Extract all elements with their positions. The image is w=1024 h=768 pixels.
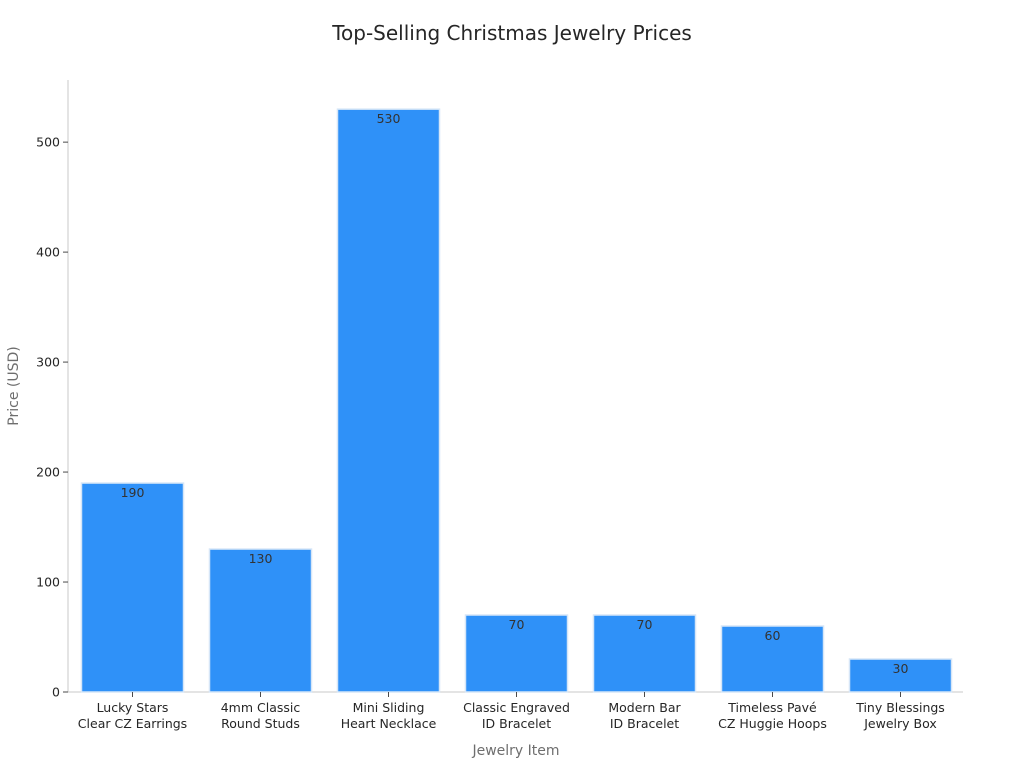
data-label: 30: [893, 661, 909, 676]
x-tick-label-line: 4mm Classic: [221, 700, 301, 715]
x-tick-label: Timeless Pavé CZ Huggie Hoops: [718, 700, 827, 731]
x-tick-label-line: Round Studs: [221, 716, 300, 731]
x-tick-label-line: Modern Bar: [608, 700, 681, 715]
bar: [720, 625, 825, 693]
x-tick-label: Lucky Stars Clear CZ Earrings: [78, 700, 187, 731]
y-tick-label: 0: [52, 685, 60, 700]
x-tick-label-line: Classic Engraved: [463, 700, 570, 715]
bar: [336, 108, 441, 693]
x-tick-label-line: Jewelry Box: [863, 716, 937, 731]
data-label: 130: [249, 551, 273, 566]
plot-area: 0 100 200 300 400 500 190 Lucky Stars Clear CZ E…: [36, 80, 963, 731]
x-tick-label-line: CZ Huggie Hoops: [718, 716, 827, 731]
y-tick-label: 400: [36, 245, 60, 260]
chart-title: Top-Selling Christmas Jewelry Prices: [331, 21, 692, 45]
x-axis-title: Jewelry Item: [471, 743, 559, 759]
x-tick-label-line: Mini Sliding: [353, 700, 425, 715]
bar: [464, 614, 569, 693]
bar: [592, 614, 697, 693]
x-tick-label: Tiny Blessings Jewelry Box: [855, 700, 945, 731]
bar: [208, 548, 313, 693]
bar: [80, 482, 185, 693]
x-tick-label-line: Clear CZ Earrings: [78, 716, 187, 731]
y-tick-label: 300: [36, 355, 60, 370]
y-axis-title: Price (USD): [6, 346, 22, 425]
x-tick-label: Classic Engraved ID Bracelet: [463, 700, 570, 731]
bar: [848, 658, 953, 693]
x-tick-label: Modern Bar ID Bracelet: [608, 700, 681, 731]
x-tick-label-line: ID Bracelet: [610, 716, 679, 731]
x-tick-label-line: Lucky Stars: [97, 700, 169, 715]
x-tick-label-line: Timeless Pavé: [727, 700, 817, 715]
x-tick-label: Mini Sliding Heart Necklace: [341, 700, 437, 731]
x-tick-label-line: Tiny Blessings: [855, 700, 945, 715]
y-tick-label: 500: [36, 135, 60, 150]
data-label: 70: [637, 617, 653, 632]
x-tick-label: 4mm Classic Round Studs: [221, 700, 301, 731]
data-label: 530: [377, 111, 401, 126]
y-tick-label: 200: [36, 465, 60, 480]
data-label: 190: [121, 485, 145, 500]
x-tick-label-line: Heart Necklace: [341, 716, 437, 731]
data-label: 60: [765, 628, 781, 643]
data-label: 70: [509, 617, 525, 632]
x-tick-label-line: ID Bracelet: [482, 716, 551, 731]
y-tick-label: 100: [36, 575, 60, 590]
